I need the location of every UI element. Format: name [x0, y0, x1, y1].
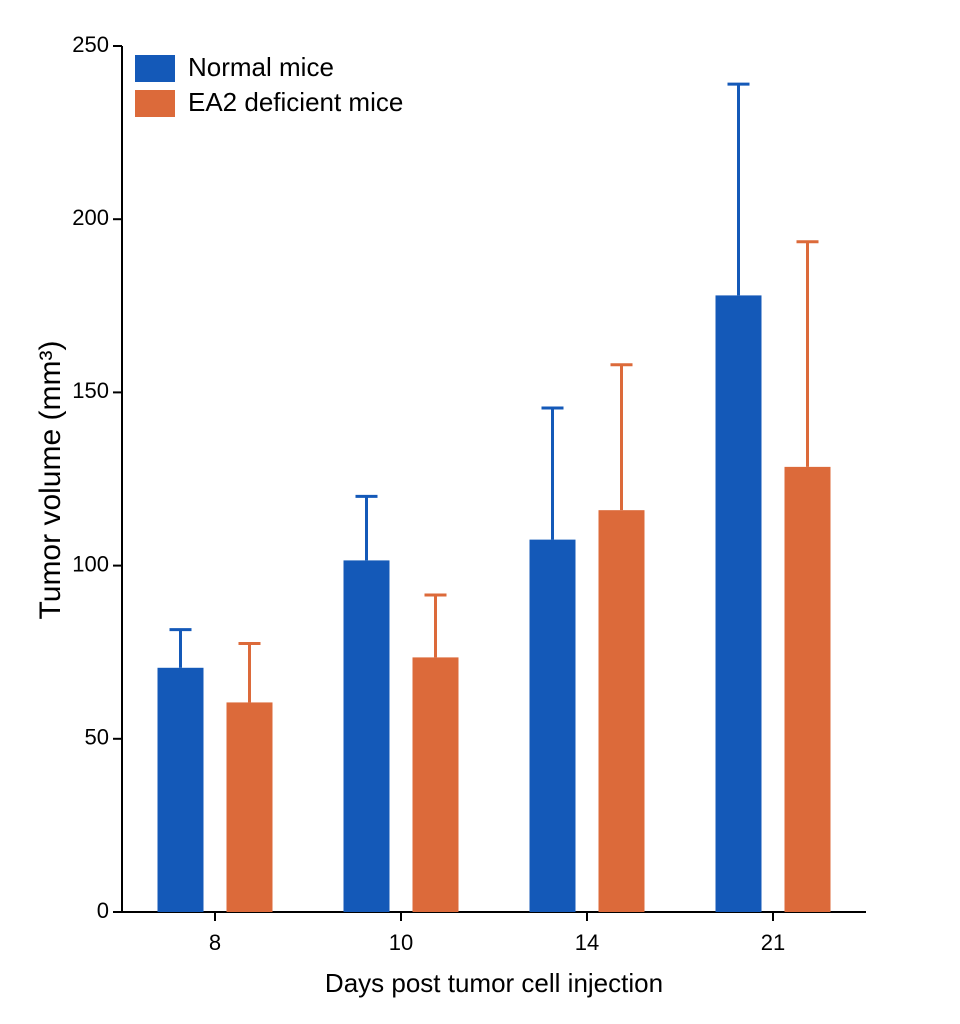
x-axis-label: Days post tumor cell injection: [325, 968, 663, 998]
bar: [784, 466, 831, 912]
bar: [598, 510, 645, 912]
y-tick-label: 100: [72, 551, 109, 576]
y-tick-label: 50: [85, 725, 109, 750]
y-tick-label: 200: [72, 205, 109, 230]
legend-swatch: [135, 90, 175, 117]
bar: [157, 667, 204, 912]
y-axis-label: Tumor volume (mm³): [34, 341, 67, 620]
y-tick-label: 150: [72, 378, 109, 403]
bar: [343, 560, 390, 912]
legend-label: Normal mice: [188, 52, 334, 82]
bar: [226, 702, 273, 912]
bar: [412, 657, 459, 912]
x-tick-label: 8: [209, 930, 221, 955]
x-tick-label: 21: [761, 930, 785, 955]
y-tick-label: 250: [72, 32, 109, 57]
bar: [529, 539, 576, 912]
y-tick-label: 0: [97, 898, 109, 923]
x-tick-label: 14: [575, 930, 599, 955]
legend-label: EA2 deficient mice: [188, 87, 403, 117]
bar: [715, 295, 762, 913]
legend-swatch: [135, 55, 175, 82]
x-tick-label: 10: [389, 930, 413, 955]
